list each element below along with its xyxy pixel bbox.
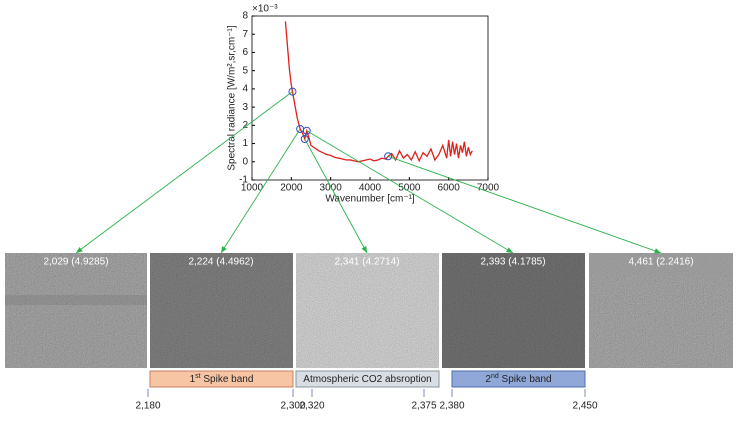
arrow — [75, 91, 293, 254]
range-start: 2,380 — [439, 401, 464, 412]
band-ordinal: 2 — [485, 374, 491, 385]
band-text: Atmospheric CO2 absroption — [303, 374, 431, 385]
range-end: 2,375 — [411, 401, 436, 412]
marker — [288, 87, 297, 96]
band-suffix: nd — [491, 373, 499, 380]
band-ordinal: 1 — [190, 374, 196, 385]
image-noise — [442, 253, 585, 368]
range-start: 2,180 — [135, 401, 160, 412]
arrow — [306, 130, 514, 254]
y-tick-label: 5 — [242, 65, 248, 76]
range-start: 2,320 — [299, 401, 324, 412]
panel-label: 4,461 (2.2416) — [628, 257, 693, 268]
range-end: 2,450 — [572, 401, 597, 412]
image-noise — [5, 253, 147, 368]
range-end: 2,300 — [280, 401, 305, 412]
x-tick-label: 7000 — [477, 183, 500, 194]
arrow — [220, 128, 301, 254]
x-tick-label: 1000 — [241, 183, 264, 194]
horizon — [5, 295, 147, 305]
y-tick-label: 7 — [242, 29, 248, 40]
y-multiplier: ×10⁻³ — [252, 4, 278, 15]
y-axis-label: Spectral radiance [W/m²,sr,cm⁻¹] — [227, 25, 238, 171]
band-text: Spike band — [201, 374, 254, 385]
band-text: Spike band — [499, 374, 552, 385]
arrow-head — [506, 247, 513, 253]
band-box — [451, 370, 586, 388]
band-suffix: st — [195, 373, 201, 380]
arrow-head — [76, 246, 83, 253]
panel-label: 2,393 (4.1785) — [480, 257, 545, 268]
y-tick-label: 1 — [242, 138, 248, 149]
x-tick-label: 4000 — [359, 183, 382, 194]
x-tick-label: 3000 — [320, 183, 343, 194]
marker — [302, 126, 311, 135]
panel-label: 2,341 (4.2714) — [334, 257, 399, 268]
arrow-head — [361, 246, 367, 253]
panel-label: 2,224 (4.4962) — [188, 257, 253, 268]
arrow — [387, 155, 662, 254]
y-tick-label: 4 — [242, 84, 248, 95]
band-label: 1st Spike band — [190, 373, 254, 385]
band-box — [149, 370, 294, 388]
image-noise — [150, 253, 293, 368]
band-label: Atmospheric CO2 absroption — [303, 374, 431, 385]
arrow-head — [221, 246, 227, 253]
line — [284, 21, 473, 163]
marker — [300, 135, 309, 143]
marker — [384, 152, 393, 161]
x-axis-label: Wavenumber [cm⁻¹] — [325, 194, 415, 205]
y-tick-label: 8 — [242, 11, 248, 22]
panels — [5, 253, 733, 368]
y-tick-label: 6 — [242, 47, 248, 58]
x-tick-label: 2000 — [280, 183, 303, 194]
x-tick-label: 6000 — [438, 183, 461, 194]
arrow — [304, 138, 368, 254]
image — [296, 253, 439, 368]
band-label: 2nd Spike band — [485, 373, 551, 385]
y-tick-label: 0 — [242, 156, 248, 167]
x-tick-label: 5000 — [398, 183, 421, 194]
arrow-head — [654, 248, 661, 254]
y-tick-label: 2 — [242, 120, 248, 131]
y-tick-label: 3 — [242, 102, 248, 113]
panel-label: 2,029 (4.9285) — [43, 257, 108, 268]
y-tick-label: -1 — [239, 175, 248, 186]
band-box — [295, 370, 440, 388]
sky — [589, 253, 733, 275]
